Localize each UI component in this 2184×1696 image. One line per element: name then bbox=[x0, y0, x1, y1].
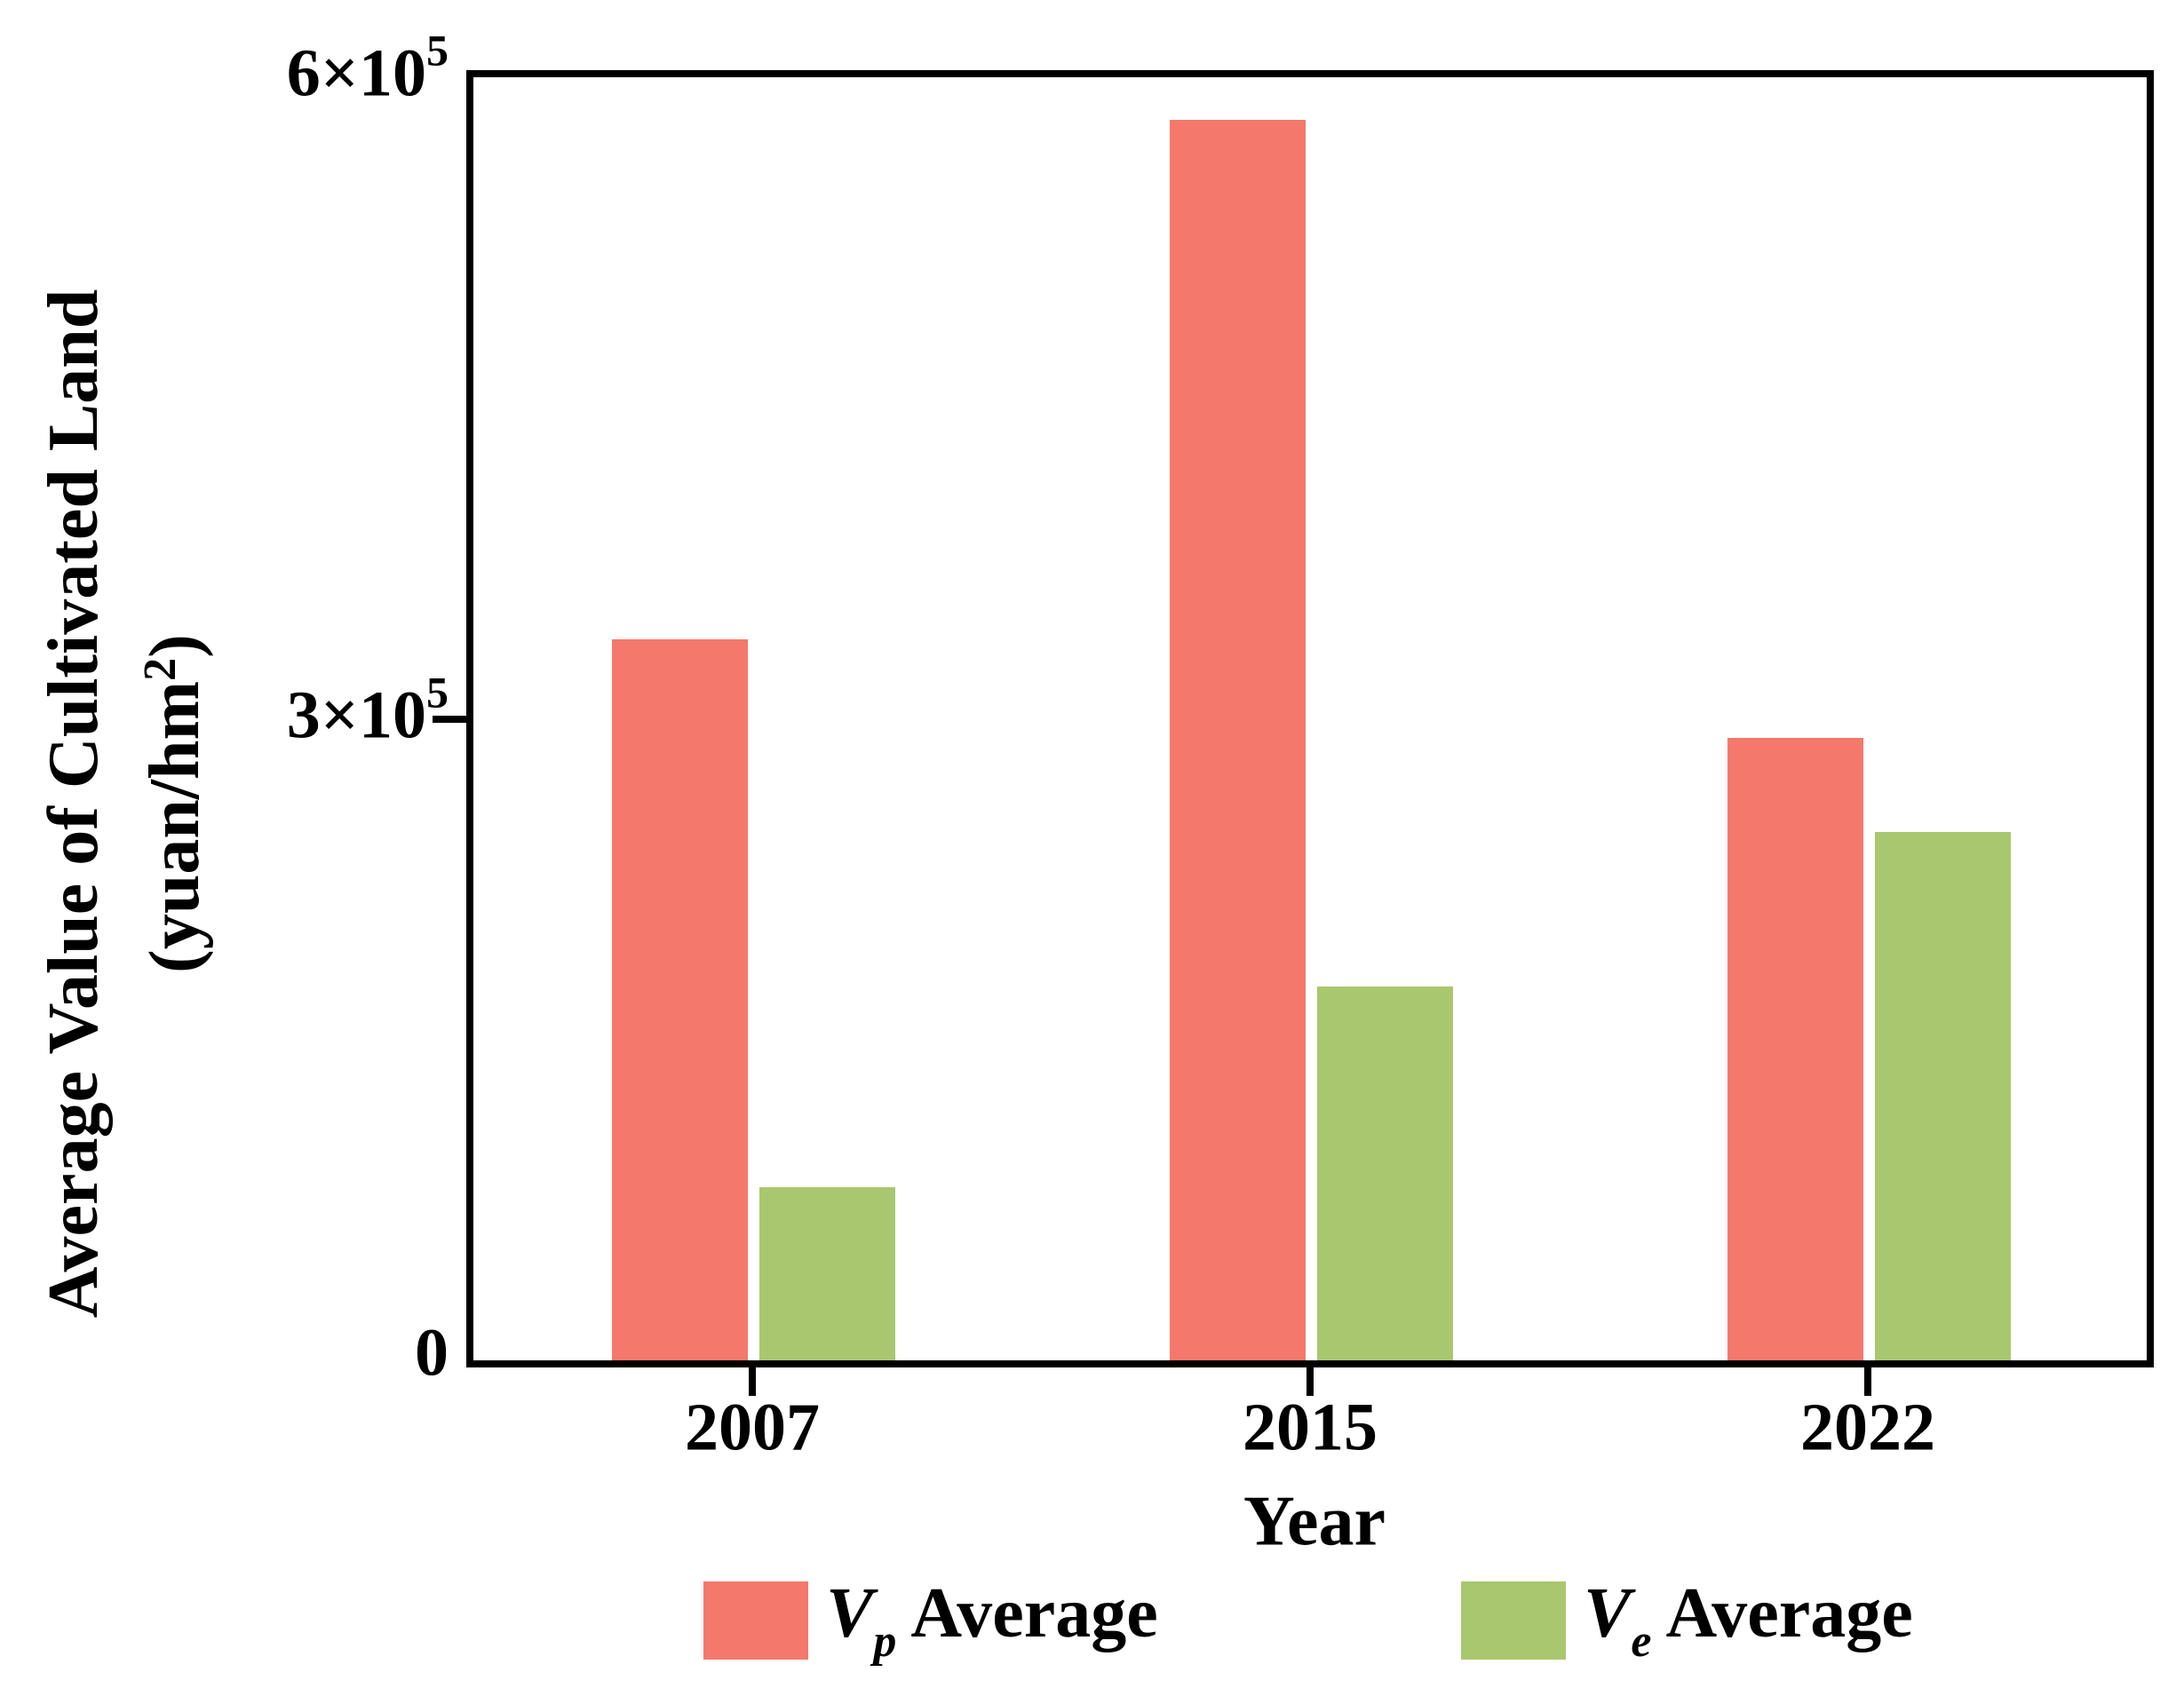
y-tick-label-0: 0 bbox=[415, 1315, 449, 1391]
plot-area bbox=[433, 70, 2154, 1396]
bar-vp-2007 bbox=[612, 639, 748, 1360]
bar-ve-2022 bbox=[1875, 832, 2011, 1360]
legend-swatch-ve bbox=[1461, 1581, 1566, 1660]
legend-label-vp: Vp Average bbox=[826, 1574, 1158, 1667]
bar-vp-2015 bbox=[1170, 120, 1306, 1360]
x-tick-label-2022: 2022 bbox=[1800, 1390, 1935, 1465]
x-tick-mark-2015 bbox=[1306, 1367, 1314, 1396]
x-tick-mark-2022 bbox=[1864, 1367, 1871, 1396]
y-tick-label-3e5: 3×105 bbox=[286, 667, 449, 753]
y-axis-label: Average Value of Cultivated Land (yuan/h… bbox=[30, 182, 214, 1425]
legend-swatch-vp bbox=[703, 1581, 808, 1660]
bar-vp-2022 bbox=[1727, 738, 1863, 1360]
y-tick-mark-3e5 bbox=[433, 716, 466, 723]
bar-ve-2007 bbox=[759, 1187, 895, 1360]
x-tick-mark-2007 bbox=[749, 1367, 756, 1396]
legend-item-ve: Ve Average bbox=[1461, 1573, 1913, 1668]
x-tick-label-2007: 2007 bbox=[685, 1390, 820, 1465]
y-axis-label-line1: Average Value of Cultivated Land bbox=[35, 289, 113, 1319]
legend-label-ve: Ve Average bbox=[1584, 1574, 1913, 1667]
y-tick-label-6e5: 6×105 bbox=[286, 25, 449, 111]
x-axis-label: Year bbox=[1243, 1482, 1386, 1561]
y-axis-label-line2: (yuan/hm2) bbox=[135, 634, 214, 973]
legend-item-vp: Vp Average bbox=[703, 1573, 1158, 1668]
bar-ve-2015 bbox=[1317, 987, 1453, 1360]
x-tick-label-2015: 2015 bbox=[1243, 1390, 1378, 1465]
